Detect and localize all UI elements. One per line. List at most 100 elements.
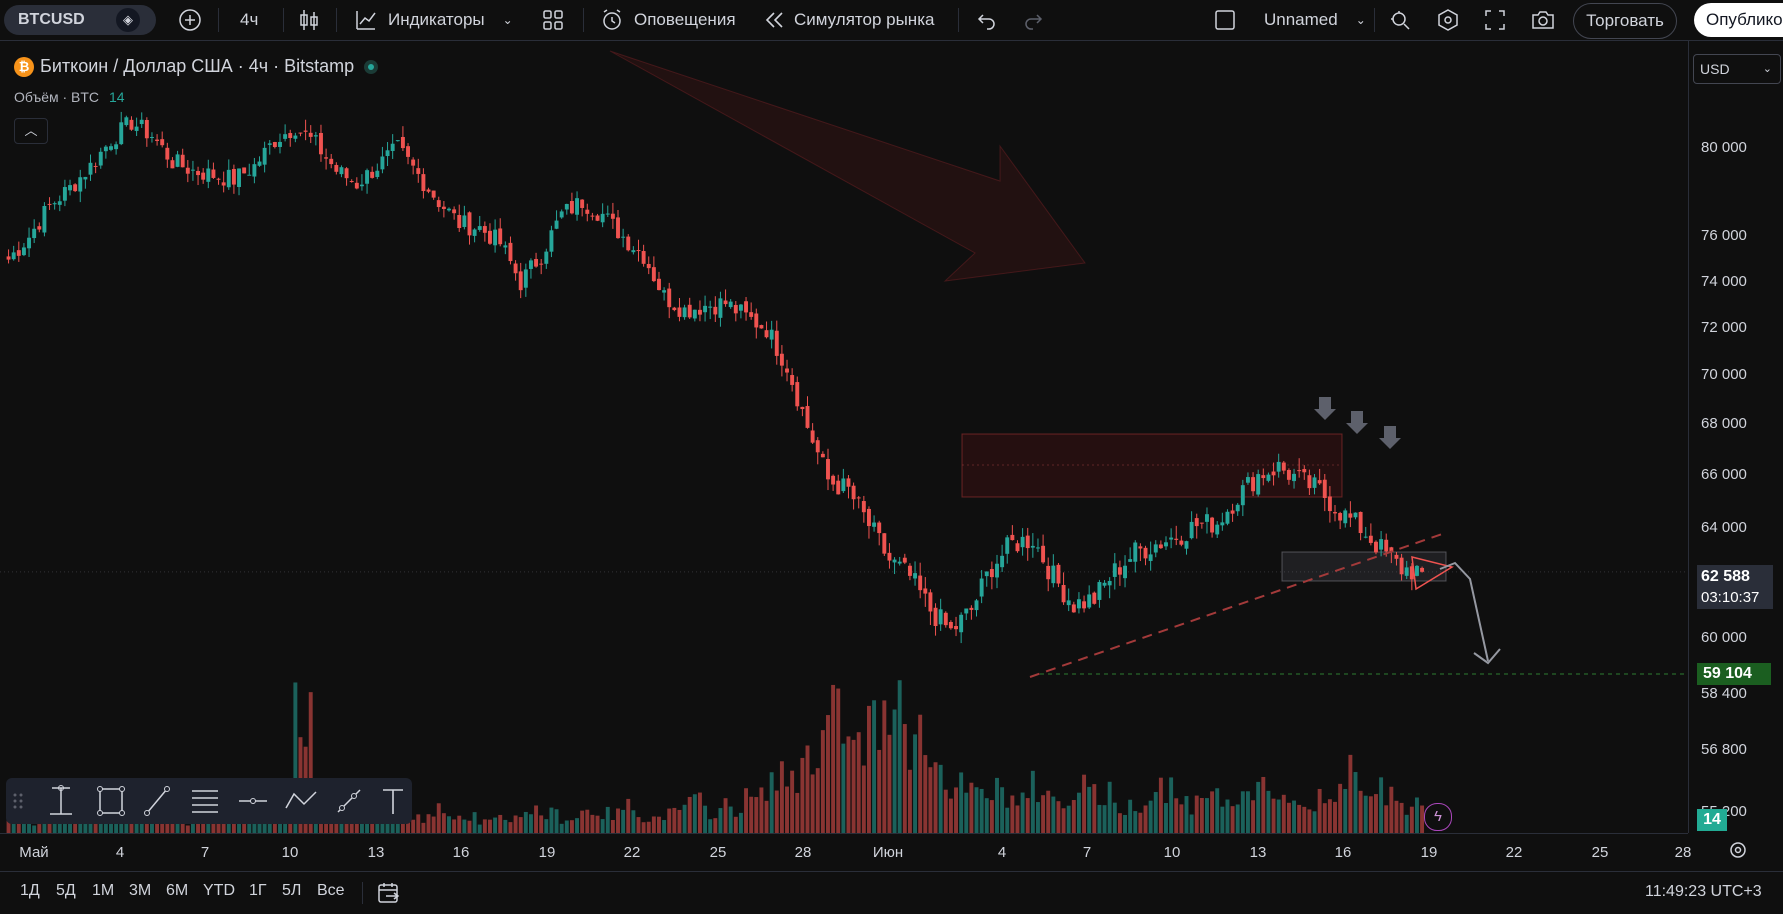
range-button-6[interactable]: 1Г <box>249 882 267 899</box>
volume-bar <box>964 792 969 833</box>
date-range-button[interactable] <box>376 881 402 910</box>
settings-button[interactable] <box>1436 0 1460 40</box>
volume-bar <box>431 816 436 833</box>
candle-body <box>68 185 72 191</box>
redo-button[interactable] <box>1022 0 1044 40</box>
trade-button[interactable]: Торговать <box>1573 3 1677 39</box>
volume-bar <box>1404 814 1409 833</box>
volume-bar <box>877 749 882 833</box>
candle-body <box>1384 539 1389 552</box>
candle-body <box>452 209 457 214</box>
candle-body <box>1107 580 1112 586</box>
candle-body <box>800 406 805 410</box>
candle-body <box>882 533 887 554</box>
candle-body <box>324 157 329 159</box>
alerts-button[interactable]: Оповещения <box>600 0 736 40</box>
volume-bar <box>631 810 636 833</box>
volume-bar <box>913 734 918 833</box>
clock[interactable]: 11:49:23 UTC+3 <box>1645 883 1762 900</box>
candle-body <box>1302 469 1307 473</box>
range-button-3[interactable]: 3М <box>129 882 152 899</box>
camera-icon <box>1532 11 1554 29</box>
volume-bar <box>411 819 416 833</box>
range-button-5[interactable]: YTD <box>203 882 235 899</box>
volume-bar <box>1256 781 1261 833</box>
candle-body <box>605 213 610 215</box>
volume-bar <box>1286 802 1291 833</box>
diamond-icon[interactable]: ◈ <box>116 8 140 32</box>
undo-button[interactable] <box>976 0 998 40</box>
compare-button[interactable] <box>178 0 202 40</box>
lightning-icon[interactable]: ϟ <box>1424 803 1452 831</box>
templates-button[interactable] <box>542 0 564 40</box>
currency-select[interactable]: USD ⌄ <box>1693 54 1781 84</box>
volume-bar <box>861 765 866 833</box>
anchored-vwap-icon[interactable] <box>44 778 78 824</box>
trend-line-icon[interactable] <box>140 778 174 824</box>
chart-pane[interactable] <box>0 41 1688 833</box>
fib-retracement-icon[interactable] <box>188 778 222 824</box>
layout-button[interactable]: Unnamed ⌄ <box>1214 0 1366 40</box>
volume-bar <box>1102 805 1107 833</box>
candle-body <box>907 565 912 576</box>
volume-bar <box>1015 805 1020 833</box>
volume-bar <box>329 816 334 833</box>
range-button-7[interactable]: 5Л <box>282 882 302 899</box>
volume-bar <box>974 787 979 833</box>
chart-type-button[interactable] <box>298 0 320 40</box>
range-button-4[interactable]: 6М <box>166 882 189 899</box>
volume-bar <box>1317 788 1322 833</box>
quick-search-button[interactable] <box>1388 0 1412 40</box>
interval-button[interactable]: 4ч <box>240 10 259 29</box>
candle-body <box>134 126 139 131</box>
divider <box>336 8 337 32</box>
volume-bar <box>544 819 549 833</box>
time-axis[interactable]: Май 4 7 10 13 16 19 22 25 28 Июн 4 7 10 13 16 19 22 25 28 <box>0 833 1691 871</box>
range-button-8[interactable]: Все <box>317 882 345 899</box>
candle-body <box>1389 547 1394 552</box>
volume-bar <box>1409 806 1414 833</box>
price-axis[interactable]: USD ⌄ 80 000 76 000 74 000 72 000 70 000 68 0… <box>1688 41 1783 833</box>
volume-bar <box>1169 777 1174 833</box>
snapshot-button[interactable] <box>1530 0 1556 40</box>
volume-bar <box>820 730 825 833</box>
fullscreen-button[interactable] <box>1484 0 1506 40</box>
range-button-0[interactable]: 1Д <box>20 882 40 899</box>
rectangle-icon[interactable] <box>94 778 128 824</box>
axis-settings-button[interactable] <box>1726 838 1750 862</box>
replay-button[interactable]: Симулятор рынка <box>764 0 934 40</box>
volume-bar <box>692 794 697 833</box>
range-button-1[interactable]: 5Д <box>56 882 76 899</box>
ray-icon[interactable] <box>332 778 366 824</box>
symbol-search[interactable]: BTCUSD ◈ <box>4 5 156 35</box>
volume-bar <box>943 789 948 833</box>
text-icon[interactable] <box>378 778 408 824</box>
candle-body <box>231 168 236 185</box>
candle-body <box>1261 475 1266 479</box>
volume-bar <box>979 788 984 833</box>
volume-bar <box>1061 808 1066 833</box>
bottom-toolbar: 1Д 5Д 1М 3М 6М YTD 1Г 5Л Все 11:49:23 UTC+3 <box>0 871 1783 914</box>
candle-body <box>498 228 503 245</box>
candle-body <box>1087 594 1092 608</box>
candle-body <box>1312 477 1317 488</box>
candle-body <box>641 251 646 264</box>
indicators-button[interactable]: Индикаторы ⌄ <box>354 0 513 40</box>
candle-body <box>416 168 421 174</box>
candle-body <box>1082 601 1087 609</box>
drag-handle-icon[interactable] <box>10 778 26 824</box>
volume-bar <box>1138 812 1143 833</box>
candle-body <box>21 247 26 256</box>
candle-body <box>805 406 810 428</box>
volume-bar <box>1302 806 1307 833</box>
publish-button[interactable]: Опублико <box>1694 3 1783 37</box>
volume-bar <box>1358 790 1363 833</box>
collapse-legend-button[interactable]: ︿ <box>14 118 48 144</box>
candle-body <box>1046 565 1051 580</box>
candle-body <box>933 607 938 627</box>
range-button-2[interactable]: 1М <box>92 882 115 899</box>
candle-body <box>677 307 682 317</box>
price-chart[interactable] <box>0 41 1688 833</box>
horizontal-line-icon[interactable] <box>236 778 270 824</box>
path-icon[interactable] <box>282 778 320 824</box>
